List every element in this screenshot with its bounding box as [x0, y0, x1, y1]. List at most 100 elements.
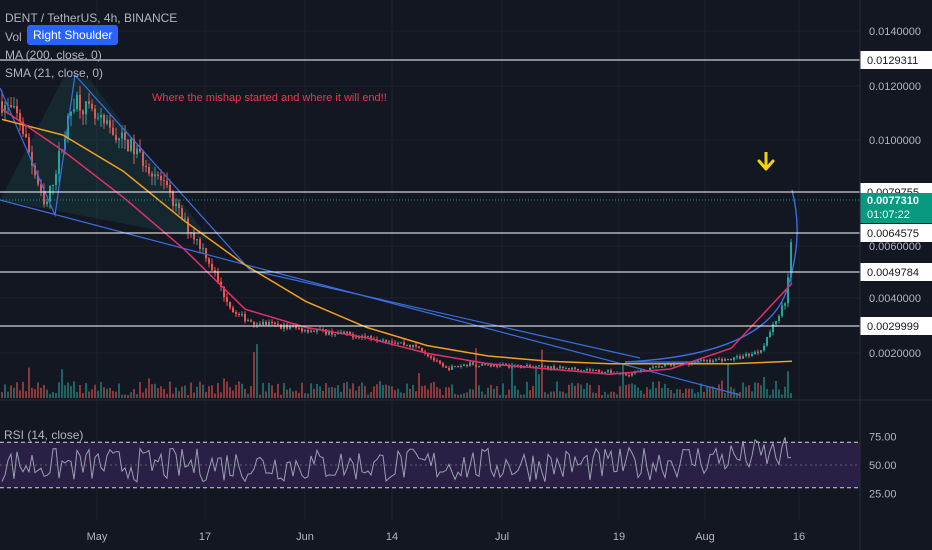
volume-bar — [199, 381, 201, 398]
volume-bar — [241, 383, 243, 398]
volume-bar — [151, 384, 153, 398]
volume-bar — [685, 388, 687, 398]
volume-bar — [181, 386, 183, 398]
volume-bar — [454, 393, 456, 398]
candle-body — [409, 344, 411, 347]
volume-bar — [43, 385, 45, 398]
volume-bar — [136, 394, 138, 398]
volume-bar — [748, 385, 750, 398]
x-tick-label: May — [87, 531, 108, 543]
candle-body — [775, 321, 777, 325]
volume-bar — [244, 388, 246, 398]
volume-bar — [535, 368, 537, 398]
candle-body — [169, 185, 171, 192]
candle-body — [631, 373, 633, 376]
candle-body — [265, 321, 267, 325]
volume-bar — [265, 391, 267, 398]
volume-bar — [217, 382, 219, 398]
y-tick-label: 0.0040000 — [869, 293, 921, 305]
volume-bar — [421, 385, 423, 398]
rsi-indicator — [0, 437, 860, 489]
volume-bar — [253, 352, 255, 398]
volume-bar — [433, 381, 435, 398]
candle-body — [226, 297, 228, 302]
volume-bar — [349, 388, 351, 398]
candle-body — [109, 120, 111, 128]
volume-bar — [361, 382, 363, 398]
volume-bar — [106, 388, 108, 398]
sma21-line — [1, 108, 793, 375]
volume-bar — [505, 394, 507, 398]
volume-bar — [25, 391, 27, 398]
candle-body — [28, 137, 30, 153]
candle-body — [262, 321, 264, 325]
volume-bar — [79, 385, 81, 398]
candle-body — [628, 375, 630, 377]
volume-bar — [271, 385, 273, 398]
volume-bar — [691, 388, 693, 398]
candle-body — [76, 94, 78, 110]
candle-body — [112, 127, 114, 136]
volume-bar — [775, 381, 777, 398]
volume-bar — [763, 376, 765, 398]
candle-body — [703, 359, 705, 362]
candle-body — [22, 121, 24, 134]
candle-body — [724, 359, 726, 362]
volume-bar — [70, 386, 72, 398]
candle-body — [547, 366, 549, 370]
volume-bar — [214, 393, 216, 398]
volume-bar — [289, 388, 291, 398]
candle-body — [790, 242, 792, 278]
candle-body — [766, 336, 768, 346]
candle-body — [394, 342, 396, 344]
volume-bar — [673, 393, 675, 398]
volume-bar — [619, 386, 621, 398]
volume-bar — [559, 391, 561, 398]
candle-body — [175, 203, 177, 207]
x-tick-label: 16 — [793, 531, 805, 543]
candle-body — [193, 233, 195, 240]
volume-bar — [667, 388, 669, 398]
candle-body — [73, 109, 75, 112]
volume-bar — [577, 383, 579, 398]
volume-bar — [622, 363, 624, 398]
volume-bar — [589, 384, 591, 398]
volume-bar — [91, 389, 93, 398]
candle-body — [610, 370, 612, 374]
volume-bar — [340, 391, 342, 398]
volume-bar — [355, 390, 357, 398]
volume-bar — [451, 384, 453, 398]
candle-body — [208, 258, 210, 264]
volume-bar — [463, 393, 465, 398]
candle-body — [505, 363, 507, 365]
rounding-curve — [624, 189, 798, 363]
volume-bar — [76, 392, 78, 398]
volume-bar — [403, 393, 405, 398]
candle-body — [493, 364, 495, 367]
horizontal-levels[interactable]: 0.01293110.00797550.00645750.00497840.00… — [0, 51, 932, 335]
volume-bar — [4, 384, 6, 398]
rsi-y-tick-label: 75.00 — [869, 432, 897, 444]
candle-body — [286, 324, 288, 329]
volume-bar — [175, 387, 177, 398]
volume-bar — [223, 378, 225, 398]
volume-bar — [439, 388, 441, 398]
volume-bar — [259, 394, 261, 398]
volume-bar — [358, 386, 360, 398]
volume-bar — [472, 389, 474, 398]
candle-body — [565, 368, 567, 370]
candle-body — [568, 368, 570, 370]
candle-body — [544, 366, 546, 368]
candle-body — [745, 353, 747, 356]
candle-body — [751, 353, 753, 356]
candle-body — [178, 203, 180, 209]
candle-body — [46, 201, 48, 205]
candle-body — [148, 167, 150, 174]
volume-bar — [517, 389, 519, 398]
volume-bar — [121, 394, 123, 398]
volume-bar — [703, 392, 705, 398]
candle-body — [370, 335, 372, 339]
candle-body — [460, 365, 462, 367]
right-shoulder-badge[interactable]: Right Shoulder — [27, 25, 119, 45]
